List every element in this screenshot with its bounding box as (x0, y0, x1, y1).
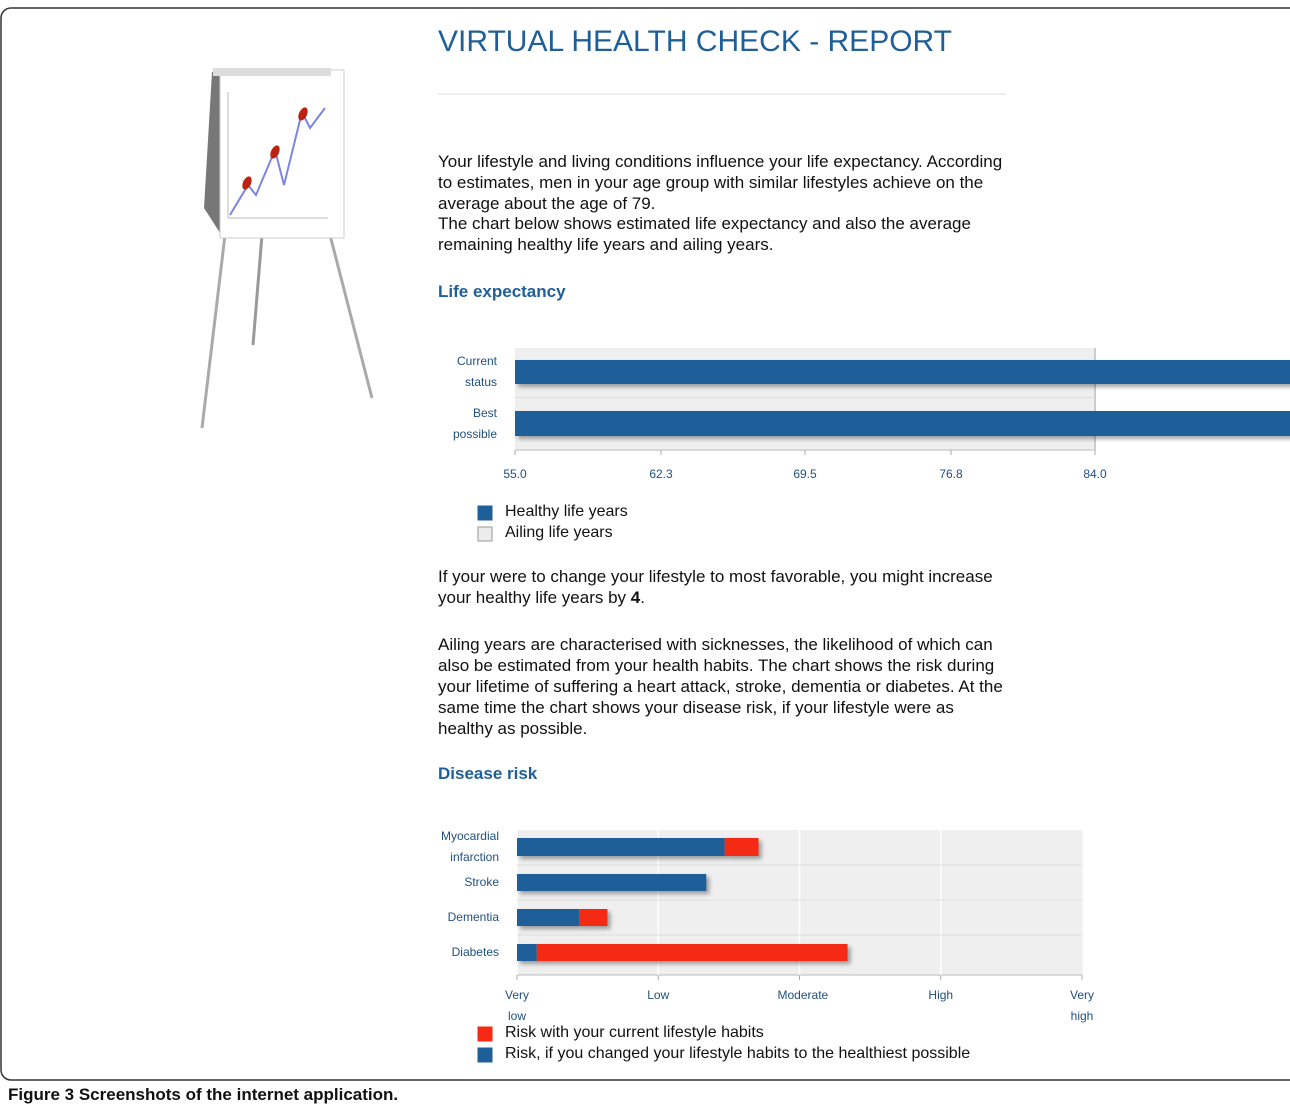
bar (725, 838, 759, 856)
intro-text: The chart below shows estimated life exp… (438, 213, 1018, 255)
section-heading: Life expectancy (438, 282, 566, 302)
x-tick-label: 55.0 (490, 464, 540, 485)
report-title: VIRTUAL HEALTH CHECK - REPORT (438, 22, 952, 62)
bar (517, 909, 579, 926)
x-tick-label: 69.5 (780, 464, 830, 485)
bar (517, 874, 706, 891)
easel-illustration (202, 68, 372, 428)
section-heading: Disease risk (438, 764, 537, 784)
category-label: Diabetes (429, 932, 499, 974)
note-text: If your were to change your lifestyle to… (438, 567, 993, 607)
note-bold: 4 (631, 588, 640, 607)
note-text: . (640, 588, 645, 607)
category-label: Current status (437, 351, 497, 393)
legend-swatch (478, 1027, 492, 1041)
legend-label: Ailing life years (505, 524, 613, 542)
x-tick-label: Very high (1060, 985, 1104, 1027)
x-tick-label: 62.3 (636, 464, 686, 485)
legend-swatch (478, 1048, 492, 1062)
bar (517, 944, 537, 961)
bar (515, 360, 1290, 384)
legend-swatch (478, 506, 492, 520)
bar (515, 411, 1290, 436)
report-page: VIRTUAL HEALTH CHECK - REPORT Your lifes… (0, 0, 1290, 1111)
legend-swatch (478, 527, 492, 541)
x-tick-label: Very low (495, 985, 539, 1027)
bar (517, 838, 725, 856)
ailing-note: Ailing years are characterised with sick… (438, 634, 1013, 739)
bar (537, 944, 848, 961)
x-tick-label: Moderate (778, 985, 822, 1006)
x-tick-label: 76.8 (926, 464, 976, 485)
legend-label: Risk, if you changed your lifestyle habi… (505, 1045, 970, 1063)
change-note: If your were to change your lifestyle to… (438, 566, 998, 608)
x-tick-label: Low (636, 985, 680, 1006)
x-tick-label: High (919, 985, 963, 1006)
category-label: Best possible (437, 403, 497, 445)
x-tick-label: 84.0 (1070, 464, 1120, 485)
intro-text: Your lifestyle and living conditions inf… (438, 151, 1018, 214)
bar (579, 909, 607, 926)
figure-caption: Figure 3 Screenshots of the internet app… (8, 1084, 398, 1105)
legend-label: Risk with your current lifestyle habits (505, 1024, 764, 1042)
legend-label: Healthy life years (505, 503, 628, 521)
